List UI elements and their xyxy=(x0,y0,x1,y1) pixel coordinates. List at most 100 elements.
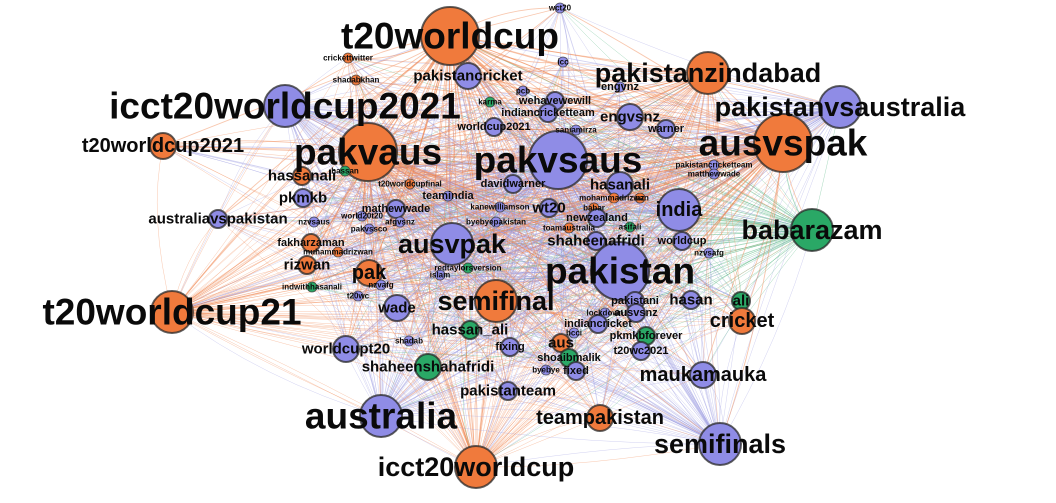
edge xyxy=(475,320,743,468)
node-australiavspakistan xyxy=(208,209,228,229)
edge xyxy=(311,90,524,288)
edge xyxy=(509,229,813,348)
node-label-pakistanvsaustralia: pakistanvsaustralia xyxy=(715,92,967,122)
edge xyxy=(599,72,709,419)
edge xyxy=(475,323,599,468)
node-label-teamindia: teamindia xyxy=(422,190,474,202)
edge xyxy=(367,151,477,468)
edge xyxy=(702,72,709,376)
node-shadab xyxy=(403,335,415,347)
edge xyxy=(284,105,710,254)
edge xyxy=(311,159,559,288)
node-label-pak: pak xyxy=(352,262,387,284)
node-label-ausvsnz: ausvsnz xyxy=(614,307,658,319)
edge xyxy=(495,90,524,302)
node-pakistanvsaustralia xyxy=(818,85,862,129)
edge xyxy=(449,35,813,231)
node-label-ausvspak: ausvspak xyxy=(699,123,868,164)
node-label-bcci: bcci xyxy=(566,329,582,338)
node-label-islam: islam xyxy=(430,271,450,280)
edge xyxy=(171,311,721,445)
edge xyxy=(355,79,497,223)
edge xyxy=(451,164,715,245)
edge xyxy=(396,142,784,309)
edge xyxy=(499,72,709,208)
node-label-lockdown: lockdown xyxy=(587,309,624,318)
edge xyxy=(547,106,841,119)
edge xyxy=(596,106,841,219)
node-label-pkmkb: pkmkb xyxy=(279,190,327,207)
node-pcb xyxy=(517,85,529,97)
edge xyxy=(475,270,621,468)
edge xyxy=(451,243,721,445)
edge xyxy=(475,300,636,468)
edge xyxy=(548,207,721,445)
edge xyxy=(347,57,621,272)
edge xyxy=(557,159,601,419)
node-label-pakvsaus: pakvsaus xyxy=(474,140,643,181)
edge xyxy=(559,7,784,144)
edge xyxy=(171,311,575,334)
edge xyxy=(554,100,841,111)
edge xyxy=(171,311,704,376)
node-label-babar: babar xyxy=(583,204,605,213)
node-label-icct20worldcup2021: icct20worldcup2021 xyxy=(109,86,461,127)
edge xyxy=(380,183,514,417)
node-label-icc: icc xyxy=(557,58,569,67)
edge xyxy=(171,284,382,313)
edge xyxy=(380,126,495,417)
edge xyxy=(367,151,570,229)
edge xyxy=(619,86,813,231)
edge xyxy=(368,229,813,274)
edge xyxy=(301,159,559,177)
edge xyxy=(217,218,339,253)
node-kanewilliamson xyxy=(494,201,506,213)
edge xyxy=(313,221,721,445)
edge xyxy=(740,106,841,302)
node-hasan xyxy=(681,290,701,310)
edge xyxy=(475,312,637,468)
edge xyxy=(495,112,549,302)
edge xyxy=(162,145,641,199)
edge xyxy=(306,221,497,266)
edge xyxy=(344,170,477,468)
edge xyxy=(613,197,813,231)
edge xyxy=(171,311,599,325)
node-label-pakvssco: pakvssco xyxy=(351,225,388,234)
edge xyxy=(380,415,721,445)
edge xyxy=(171,105,286,313)
edge xyxy=(380,408,601,419)
edge xyxy=(545,142,784,371)
edge xyxy=(451,209,680,245)
node-label-hassan: hassan xyxy=(331,167,359,176)
edge xyxy=(284,105,495,128)
edge xyxy=(380,128,667,417)
edge xyxy=(707,72,742,302)
edge xyxy=(171,209,680,313)
edge xyxy=(171,267,469,313)
edge xyxy=(635,142,784,314)
edge xyxy=(439,274,692,301)
edge xyxy=(599,252,710,419)
edge xyxy=(719,229,813,445)
edge xyxy=(427,35,451,368)
node-label-ali: ali xyxy=(733,293,750,310)
edge xyxy=(361,215,621,272)
edge xyxy=(284,105,742,302)
edge xyxy=(593,207,742,302)
edge xyxy=(306,206,501,266)
edge xyxy=(310,242,410,342)
edge xyxy=(447,195,631,228)
edge xyxy=(368,75,469,230)
edge xyxy=(380,335,647,417)
edge xyxy=(306,116,631,266)
edge xyxy=(449,35,598,219)
node-label-teampakistan: teampakistan xyxy=(536,407,664,429)
edge xyxy=(284,86,621,107)
edge xyxy=(635,106,841,314)
edge xyxy=(629,106,841,121)
edge xyxy=(357,209,680,297)
edge xyxy=(306,72,709,266)
node-label-shadabkhan: shadabkhan xyxy=(333,76,380,85)
edge xyxy=(451,61,564,245)
